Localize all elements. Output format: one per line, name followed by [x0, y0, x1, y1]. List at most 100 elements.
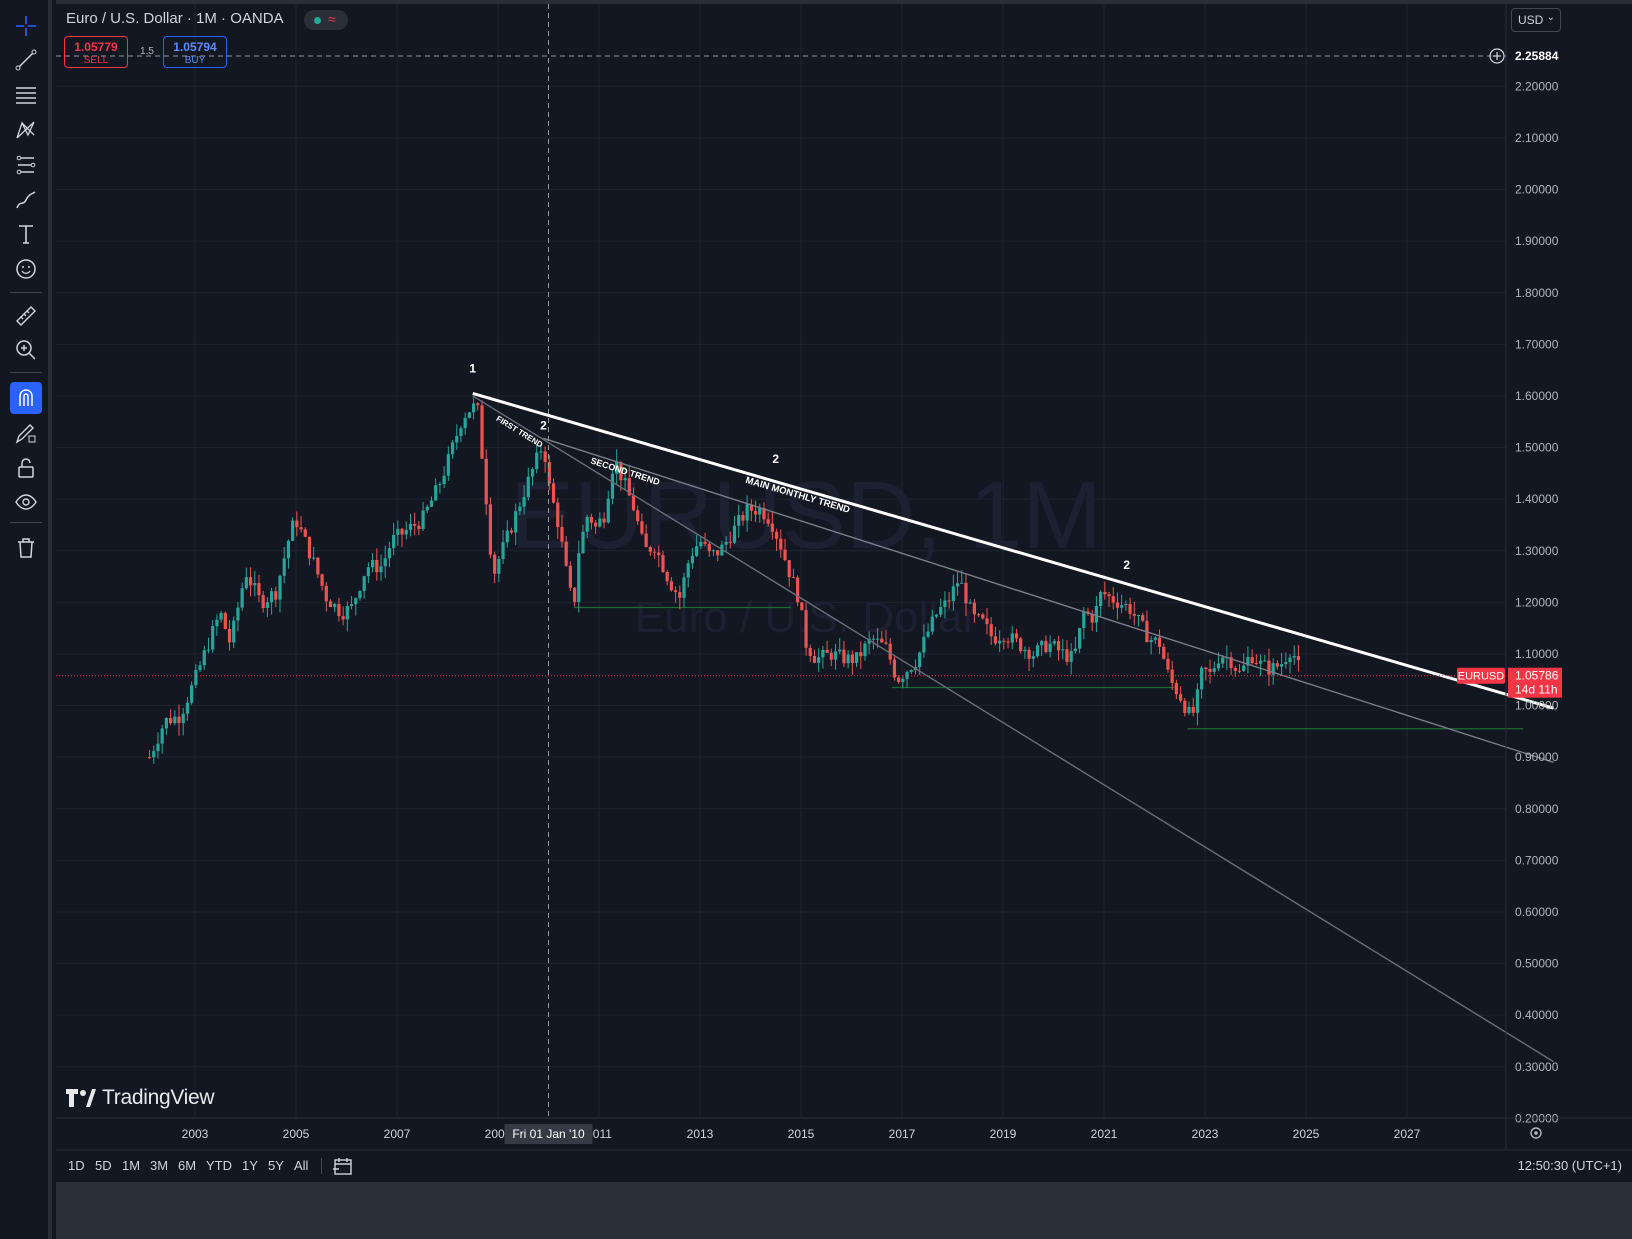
y-tick-label: 2.20000	[1515, 79, 1559, 93]
candle-body	[1233, 668, 1237, 671]
y-tick-label: 2.10000	[1515, 131, 1559, 145]
candle-body	[421, 510, 425, 530]
timeframe-6m[interactable]: 6M	[178, 1158, 197, 1173]
buy-button[interactable]: 1.05794 BUY	[163, 36, 227, 68]
x-tick-label: 2015	[788, 1127, 815, 1141]
candle-body	[817, 657, 821, 663]
candle-body	[1263, 660, 1267, 662]
crosshair-icon[interactable]	[10, 10, 42, 42]
timeframe-1d[interactable]: 1D	[68, 1158, 85, 1173]
currency-label: USD	[1518, 13, 1544, 27]
candle-body	[312, 557, 316, 559]
lock-drawing-icon[interactable]	[10, 417, 42, 449]
clock[interactable]: 12:50:30 (UTC+1)	[1517, 1158, 1622, 1173]
timeframe-3m[interactable]: 3M	[150, 1158, 169, 1173]
currency-select[interactable]: USD ⌄	[1511, 8, 1561, 32]
crosshair-date-label: Fri 01 Jan '10	[512, 1127, 585, 1141]
fib-retracement-icon[interactable]	[10, 79, 42, 111]
candle-body	[724, 541, 728, 545]
trend-line-icon[interactable]	[10, 44, 42, 76]
price-chart[interactable]: EURUSD, 1M Euro / U.S. Dollar FIRST TREN…	[56, 0, 1632, 1239]
x-tick-label: 2027	[1394, 1127, 1421, 1141]
candle-body	[589, 516, 594, 523]
candle-body	[787, 560, 791, 578]
candle-body	[1120, 605, 1124, 608]
candle-body	[880, 638, 884, 643]
candle-body	[1031, 656, 1035, 659]
candle-body	[1178, 694, 1183, 701]
timeframe-1y[interactable]: 1Y	[242, 1158, 258, 1173]
candle-body	[838, 649, 842, 652]
x-tick-label: 2017	[889, 1127, 916, 1141]
candle-body	[286, 540, 291, 559]
candle-body	[345, 605, 349, 620]
candle-body	[488, 504, 493, 555]
candle-body	[619, 461, 623, 481]
timeframe-5y[interactable]: 5Y	[268, 1158, 284, 1173]
candle-body	[821, 649, 825, 658]
candle-body	[1006, 641, 1010, 643]
candle-body	[232, 620, 236, 643]
timeframe-5d[interactable]: 5D	[95, 1158, 112, 1173]
candle-body	[1284, 662, 1288, 665]
candle-body	[1174, 682, 1178, 695]
candle-body	[615, 461, 619, 474]
eye-icon[interactable]	[10, 486, 42, 518]
timeframe-all[interactable]: All	[294, 1158, 309, 1173]
candle-body	[198, 665, 202, 670]
candle-body	[1048, 643, 1052, 653]
projection-icon[interactable]	[10, 149, 42, 181]
symbol-title[interactable]: Euro / U.S. Dollar · 1M · OANDA	[66, 10, 284, 27]
candle-body	[854, 652, 859, 663]
candle-body	[804, 610, 808, 648]
candle-body	[766, 519, 770, 524]
candle-body	[240, 588, 244, 608]
lock-icon[interactable]	[10, 452, 42, 484]
text-icon[interactable]	[10, 218, 42, 250]
brush-icon[interactable]	[10, 184, 42, 216]
zoom-in-icon[interactable]	[10, 334, 42, 366]
first-trend-line-label: FIRST TREND	[495, 414, 545, 450]
candle-body	[1292, 656, 1296, 658]
candle-body	[501, 542, 505, 560]
candle-body	[892, 659, 897, 678]
candle-body	[703, 541, 707, 544]
timeframe-ytd[interactable]: YTD	[206, 1158, 232, 1173]
candle-body	[413, 523, 417, 526]
spread-value: 1.5	[140, 46, 154, 57]
trash-icon[interactable]	[10, 532, 42, 564]
candle-body	[842, 649, 846, 664]
candle-body	[846, 654, 850, 664]
candle-body	[934, 614, 939, 617]
x-tick-label: 2019	[990, 1127, 1017, 1141]
date-range-icon[interactable]	[332, 1155, 354, 1177]
candle-body	[1195, 689, 1200, 713]
candle-body	[307, 536, 312, 559]
candle-body	[463, 417, 467, 429]
candle-body	[850, 654, 854, 663]
candle-body	[1141, 615, 1145, 621]
candle-body	[631, 495, 636, 511]
candle-body	[455, 435, 459, 443]
ruler-icon[interactable]	[10, 300, 42, 332]
pattern-icon[interactable]	[10, 114, 42, 146]
candle-body	[471, 403, 476, 413]
candle-body	[358, 591, 362, 599]
candle-body	[505, 530, 509, 543]
market-status[interactable]: ≈	[304, 10, 348, 30]
sell-button[interactable]: 1.05779 SELL	[64, 36, 128, 68]
chart-area[interactable]: EURUSD, 1M Euro / U.S. Dollar FIRST TREN…	[56, 0, 1632, 1239]
candle-body	[1136, 615, 1141, 617]
candle-body	[1035, 645, 1040, 657]
magnet-icon[interactable]	[10, 382, 42, 414]
x-tick-label: 2025	[1293, 1127, 1320, 1141]
tradingview-logo[interactable]: TradingView	[66, 1086, 215, 1110]
candle-body	[678, 592, 682, 598]
candle-body	[669, 581, 673, 591]
candle-body	[1023, 649, 1027, 652]
candle-body	[871, 638, 875, 640]
candle-body	[362, 576, 366, 592]
emoji-icon[interactable]	[10, 253, 42, 285]
candle-body	[711, 550, 716, 552]
timeframe-1m[interactable]: 1M	[122, 1158, 141, 1173]
